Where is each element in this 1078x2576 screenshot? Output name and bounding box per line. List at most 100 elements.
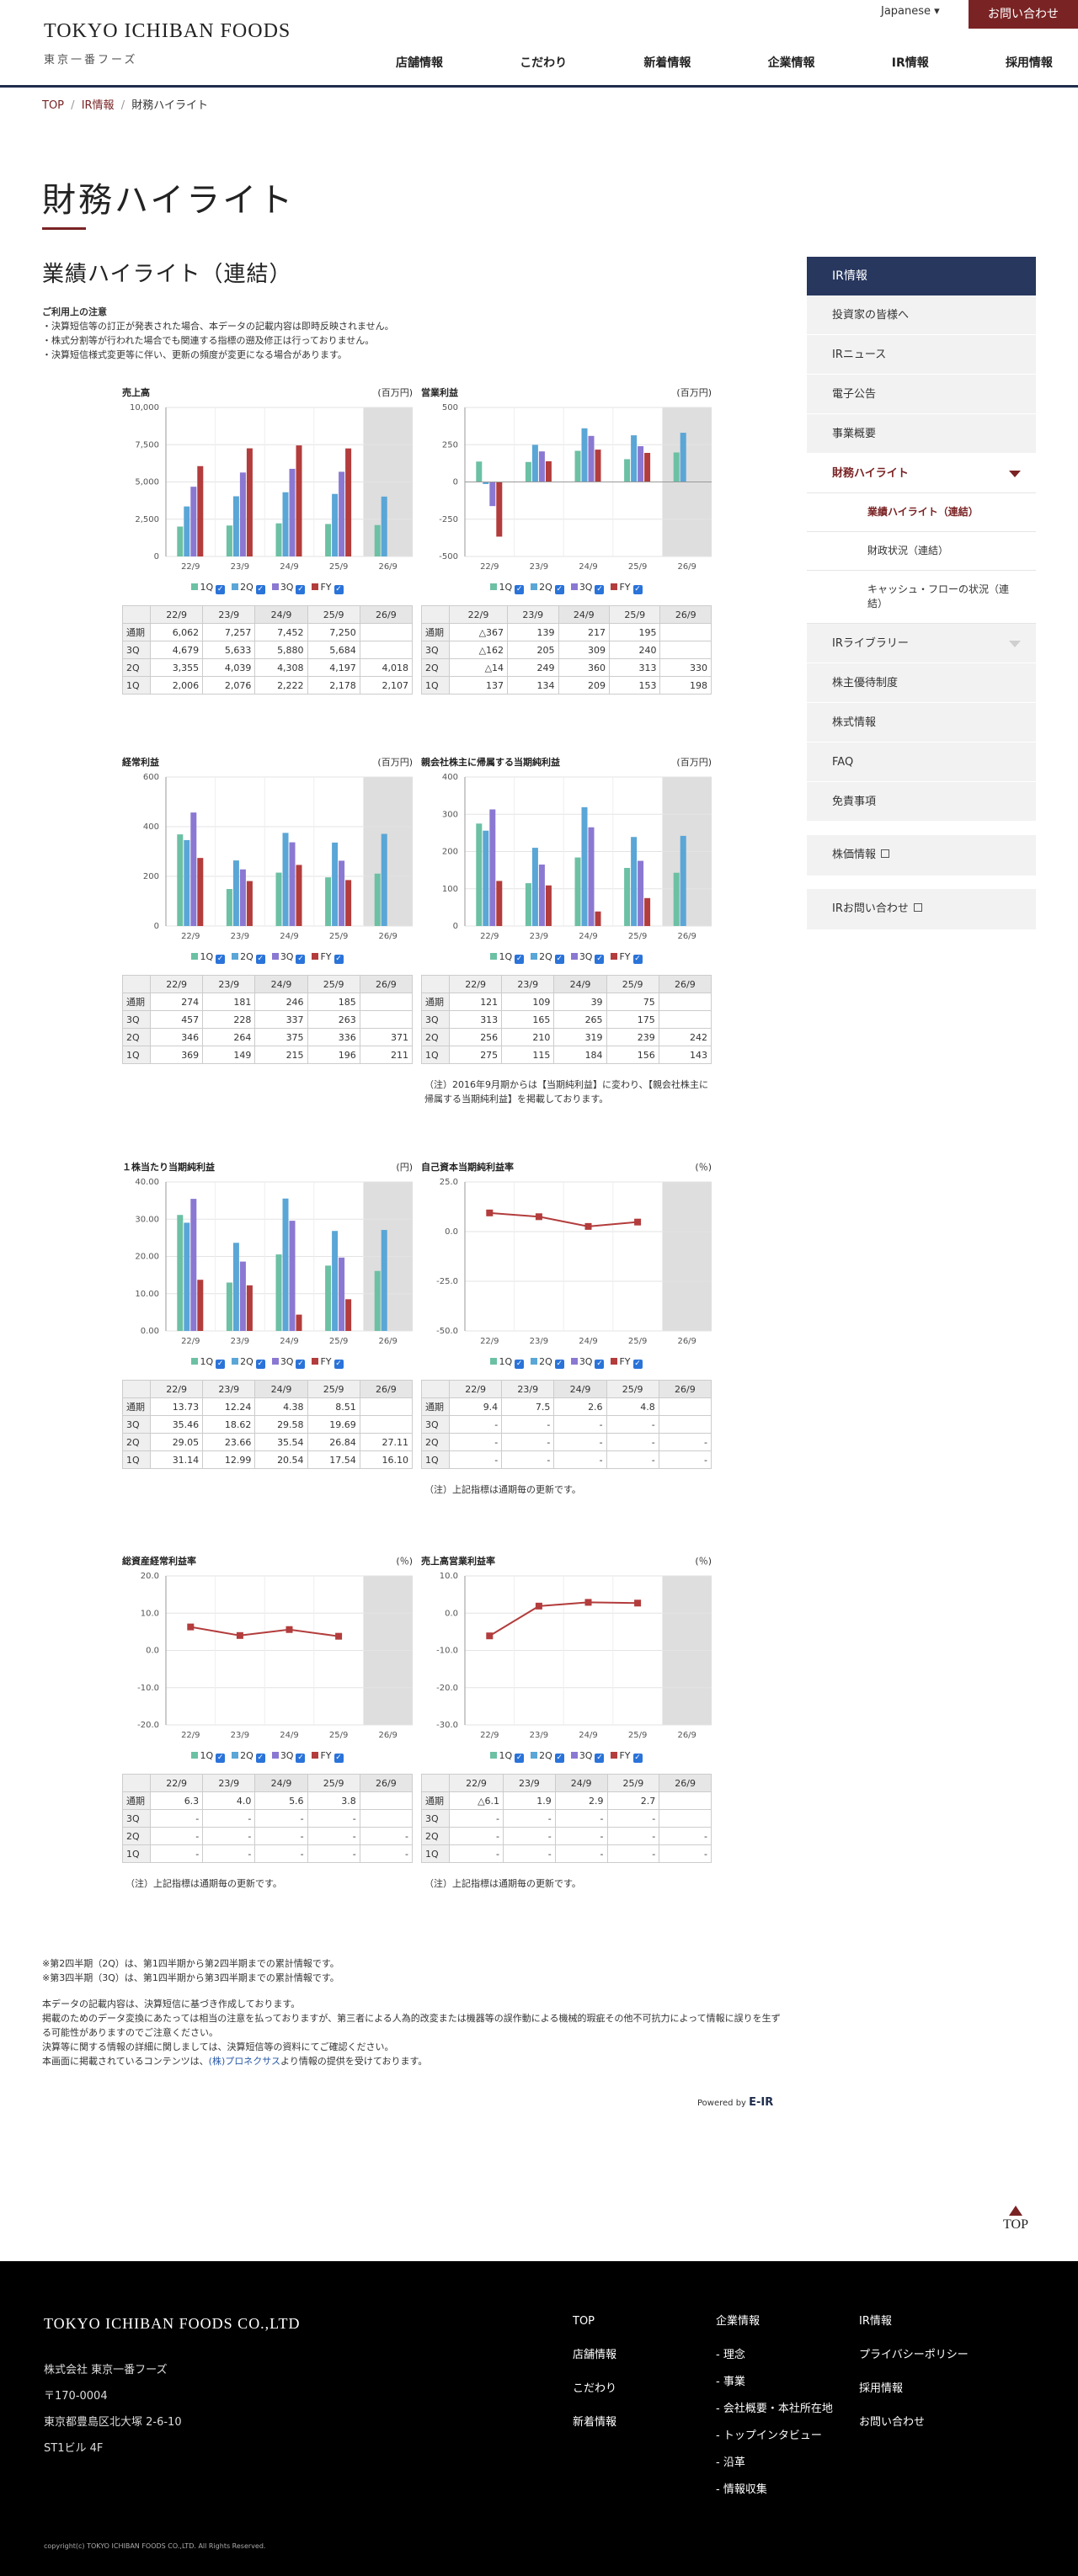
checkbox-checked-icon[interactable]: ✓ — [296, 955, 306, 964]
bar-3q[interactable] — [289, 1221, 296, 1331]
point-fy[interactable] — [236, 1631, 243, 1639]
bar-3q[interactable] — [190, 812, 197, 926]
ir-contact-link[interactable]: IRお問い合わせ — [807, 889, 1036, 929]
back-to-top-button[interactable]: TOP — [999, 2206, 1033, 2233]
bar-fy[interactable] — [595, 450, 601, 482]
bar-3q[interactable] — [190, 1199, 197, 1331]
legend-item-q3[interactable]: 3Q ✓ — [271, 951, 306, 964]
bar-2q[interactable] — [581, 806, 588, 926]
powered-by[interactable]: Powered by E-IR — [697, 2096, 773, 2109]
checkbox-checked-icon[interactable]: ✓ — [216, 1754, 226, 1763]
breadcrumb-top[interactable]: TOP — [42, 99, 65, 112]
legend-item-q3[interactable]: 3Q ✓ — [570, 582, 605, 594]
sidebar-item-ir-library[interactable]: IRライブラリー — [807, 624, 1036, 663]
legend-item-fy[interactable]: FY ✓ — [312, 1750, 344, 1763]
footer-logo[interactable]: TOKYO ICHIBAN FOODS CO.,LTD — [44, 2315, 301, 2332]
bar-3q[interactable] — [289, 468, 296, 556]
legend-item-q2[interactable]: 2Q ✓ — [232, 1750, 265, 1763]
bar-3q[interactable] — [339, 860, 345, 926]
point-fy[interactable] — [486, 1209, 494, 1216]
bar-1q[interactable] — [525, 883, 531, 926]
checkbox-checked-icon[interactable]: ✓ — [334, 955, 344, 964]
sidebar-item-public-notice[interactable]: 電子公告 — [807, 375, 1036, 414]
checkbox-checked-icon[interactable]: ✓ — [595, 1360, 605, 1369]
footer-link-business[interactable]: - 事業 — [716, 2376, 745, 2388]
bar-1q[interactable] — [374, 873, 381, 926]
legend-item-q2[interactable]: 2Q ✓ — [531, 1750, 564, 1763]
legend-item-fy[interactable]: FY ✓ — [611, 582, 643, 594]
checkbox-checked-icon[interactable]: ✓ — [632, 585, 643, 594]
stock-price-link[interactable]: 株価情報 — [807, 835, 1036, 876]
checkbox-checked-icon[interactable]: ✓ — [554, 585, 564, 594]
bar-2q[interactable] — [184, 839, 190, 926]
point-fy[interactable] — [486, 1632, 494, 1640]
point-fy[interactable] — [634, 1218, 642, 1226]
legend-item-q1[interactable]: 1Q ✓ — [490, 951, 525, 964]
bar-fy[interactable] — [197, 858, 204, 926]
checkbox-checked-icon[interactable]: ✓ — [334, 1360, 344, 1369]
bar-2q[interactable] — [680, 835, 686, 926]
sidebar-head[interactable]: IR情報 — [807, 257, 1036, 295]
bar-2q[interactable] — [631, 435, 638, 482]
checkbox-checked-icon[interactable]: ✓ — [334, 1754, 344, 1763]
footer-link-kodawari[interactable]: こだわり — [573, 2382, 617, 2395]
bar-2q[interactable] — [332, 493, 339, 556]
bar-3q[interactable] — [190, 487, 197, 556]
sidebar-item-disclaimer[interactable]: 免責事項 — [807, 782, 1036, 822]
checkbox-checked-icon[interactable]: ✓ — [296, 585, 306, 594]
bar-3q[interactable] — [538, 864, 545, 926]
breadcrumb-ir[interactable]: IR情報 — [81, 99, 115, 112]
checkbox-checked-icon[interactable]: ✓ — [595, 955, 605, 964]
contact-button[interactable]: お問い合わせ — [969, 0, 1078, 29]
footer-link-company[interactable]: 企業情報 — [716, 2315, 760, 2328]
bar-3q[interactable] — [638, 860, 644, 926]
legend-item-fy[interactable]: FY ✓ — [312, 951, 344, 964]
language-select[interactable]: Japanese ▾ — [881, 5, 940, 18]
checkbox-checked-icon[interactable]: ✓ — [595, 585, 605, 594]
point-fy[interactable] — [535, 1602, 542, 1610]
bar-1q[interactable] — [476, 461, 483, 482]
bar-2q[interactable] — [332, 842, 339, 926]
legend-item-q1[interactable]: 1Q ✓ — [191, 1356, 226, 1369]
nav-stores[interactable]: 店舗情報 — [396, 56, 443, 70]
legend-item-q2[interactable]: 2Q ✓ — [531, 582, 564, 594]
sidebar-item-faq[interactable]: FAQ — [807, 742, 1036, 782]
bar-fy[interactable] — [496, 482, 503, 537]
legend-item-q3[interactable]: 3Q ✓ — [570, 1750, 605, 1763]
bar-fy[interactable] — [197, 466, 204, 556]
footer-link-philosophy[interactable]: - 理念 — [716, 2349, 745, 2361]
bar-2q[interactable] — [184, 506, 190, 556]
point-fy[interactable] — [286, 1626, 293, 1633]
bar-1q[interactable] — [177, 834, 184, 926]
point-fy[interactable] — [634, 1599, 642, 1607]
bar-1q[interactable] — [574, 857, 581, 926]
bar-fy[interactable] — [296, 445, 302, 556]
pronexus-link[interactable]: (株)プロネクサス — [208, 2056, 281, 2067]
checkbox-checked-icon[interactable]: ✓ — [255, 955, 265, 964]
sidebar-item-financial-highlight[interactable]: 財務ハイライト — [807, 454, 1036, 493]
bar-1q[interactable] — [275, 1254, 282, 1331]
bar-fy[interactable] — [545, 460, 552, 482]
point-fy[interactable] — [535, 1213, 542, 1221]
legend-item-q2[interactable]: 2Q ✓ — [232, 582, 265, 594]
bar-2q[interactable] — [483, 830, 489, 926]
bar-1q[interactable] — [177, 526, 184, 556]
nav-kodawari[interactable]: こだわり — [520, 56, 568, 70]
legend-item-q1[interactable]: 1Q ✓ — [191, 582, 226, 594]
bar-3q[interactable] — [638, 446, 644, 482]
bar-3q[interactable] — [239, 869, 246, 926]
checkbox-checked-icon[interactable]: ✓ — [216, 955, 226, 964]
bar-2q[interactable] — [581, 428, 588, 482]
legend-item-fy[interactable]: FY ✓ — [312, 1356, 344, 1369]
bar-1q[interactable] — [275, 523, 282, 556]
footer-link-privacy[interactable]: プライバシーポリシー — [859, 2349, 969, 2361]
bar-3q[interactable] — [538, 451, 545, 482]
nav-ir[interactable]: IR情報 — [891, 56, 929, 70]
bar-2q[interactable] — [232, 1243, 239, 1331]
bar-1q[interactable] — [525, 461, 531, 482]
point-fy[interactable] — [584, 1222, 592, 1230]
bar-2q[interactable] — [232, 496, 239, 556]
checkbox-checked-icon[interactable]: ✓ — [216, 1360, 226, 1369]
legend-item-q3[interactable]: 3Q ✓ — [271, 1750, 306, 1763]
bar-fy[interactable] — [246, 448, 253, 556]
